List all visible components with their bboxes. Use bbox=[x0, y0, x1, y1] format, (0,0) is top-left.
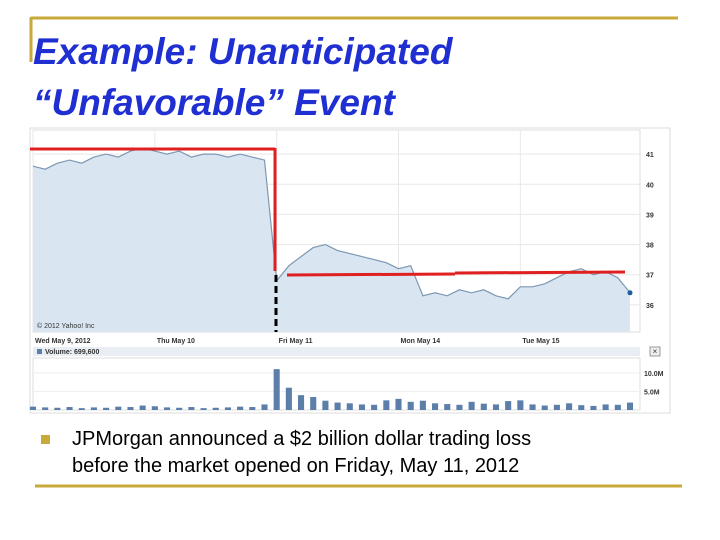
volume-bar bbox=[468, 401, 475, 410]
y-tick-label: 40 bbox=[646, 182, 654, 189]
volume-bar bbox=[626, 402, 634, 410]
volume-bar bbox=[249, 407, 256, 410]
volume-bar bbox=[553, 404, 560, 410]
volume-bar bbox=[54, 407, 61, 410]
x-tick-label: Wed May 9, 2012 bbox=[35, 338, 91, 345]
volume-bar bbox=[310, 397, 317, 410]
y-tick-label: 38 bbox=[646, 243, 654, 250]
copyright: © 2012 Yahoo! Inc bbox=[37, 322, 95, 330]
volume-bar bbox=[419, 400, 426, 410]
volume-bar bbox=[139, 405, 146, 410]
annotation-line bbox=[454, 270, 626, 275]
volume-bar bbox=[285, 387, 292, 410]
volume-bar bbox=[614, 404, 621, 410]
volume-bar bbox=[66, 407, 73, 410]
volume-bar bbox=[346, 403, 353, 410]
volume-bar bbox=[78, 408, 85, 410]
y-tick-label: 39 bbox=[646, 212, 654, 219]
volume-bar bbox=[505, 401, 512, 410]
volume-bar bbox=[42, 407, 49, 410]
volume-bar bbox=[578, 405, 585, 410]
volume-bar bbox=[602, 404, 609, 410]
volume-bar bbox=[29, 406, 37, 410]
volume-bar bbox=[541, 405, 548, 410]
price-area bbox=[33, 148, 630, 332]
volume-bar bbox=[407, 401, 414, 410]
x-tick-label: Thu May 10 bbox=[157, 338, 195, 345]
close-icon[interactable]: × bbox=[653, 347, 658, 356]
y-tick-label: 5.0M bbox=[644, 389, 660, 396]
bullet-text: JPMorgan announced a $2 billion dollar t… bbox=[72, 428, 531, 450]
volume-bar bbox=[322, 400, 329, 410]
volume-bar bbox=[212, 407, 219, 410]
plot-area bbox=[32, 357, 641, 411]
annotation-line bbox=[286, 272, 456, 277]
volume-bar bbox=[273, 369, 280, 410]
title: Example: Unanticipated bbox=[33, 31, 454, 72]
y-tick-label: 10.0M bbox=[644, 371, 664, 378]
volume-bar bbox=[163, 407, 171, 410]
volume-bar bbox=[200, 408, 207, 410]
volume-bar bbox=[90, 407, 97, 410]
y-tick-label: 37 bbox=[646, 273, 654, 280]
volume-bar bbox=[127, 407, 134, 410]
volume-bar bbox=[115, 406, 122, 410]
volume-bar bbox=[529, 404, 536, 410]
volume-bar bbox=[432, 403, 439, 410]
volume-bar bbox=[444, 404, 451, 410]
volume-bar bbox=[456, 404, 463, 410]
volume-bar bbox=[517, 400, 524, 410]
legend-bar bbox=[33, 347, 640, 356]
volume-bar bbox=[371, 404, 378, 410]
volume-bar bbox=[492, 404, 500, 410]
x-tick-label: Mon May 14 bbox=[401, 338, 441, 345]
bullet-marker bbox=[41, 435, 50, 444]
volume-bar bbox=[103, 407, 110, 410]
volume-bar bbox=[383, 400, 390, 410]
last-point bbox=[627, 290, 633, 296]
price-line bbox=[32, 147, 631, 300]
volume-bar bbox=[297, 395, 305, 410]
bullet-text: before the market opened on Friday, May … bbox=[72, 455, 519, 477]
title: “Unfavorable” Event bbox=[33, 82, 397, 123]
x-tick-label: Tue May 15 bbox=[522, 338, 559, 345]
volume-bar bbox=[334, 402, 341, 410]
volume-bar bbox=[358, 404, 366, 410]
volume-bar bbox=[188, 407, 195, 410]
volume-bar bbox=[480, 403, 487, 410]
volume-bar bbox=[261, 404, 268, 410]
volume-bar bbox=[395, 398, 402, 410]
volume-bar bbox=[566, 403, 573, 410]
close-button[interactable] bbox=[649, 346, 661, 357]
stock-chart: 36 37 38 39 40 41 Wed May 9, 2012 Thu May 10 Fri… bbox=[29, 129, 664, 411]
legend: Volume: 699,600 bbox=[45, 349, 99, 356]
volume-bar bbox=[237, 406, 244, 410]
volume-bar bbox=[224, 407, 231, 410]
x-tick-label: Fri May 11 bbox=[279, 338, 313, 345]
y-tick-label: 41 bbox=[646, 152, 654, 159]
volume-bar bbox=[176, 407, 183, 410]
volume-bar bbox=[590, 405, 597, 410]
y-tick-label: 36 bbox=[646, 303, 654, 310]
volume-bar bbox=[151, 406, 158, 410]
legend-swatch bbox=[37, 349, 42, 354]
